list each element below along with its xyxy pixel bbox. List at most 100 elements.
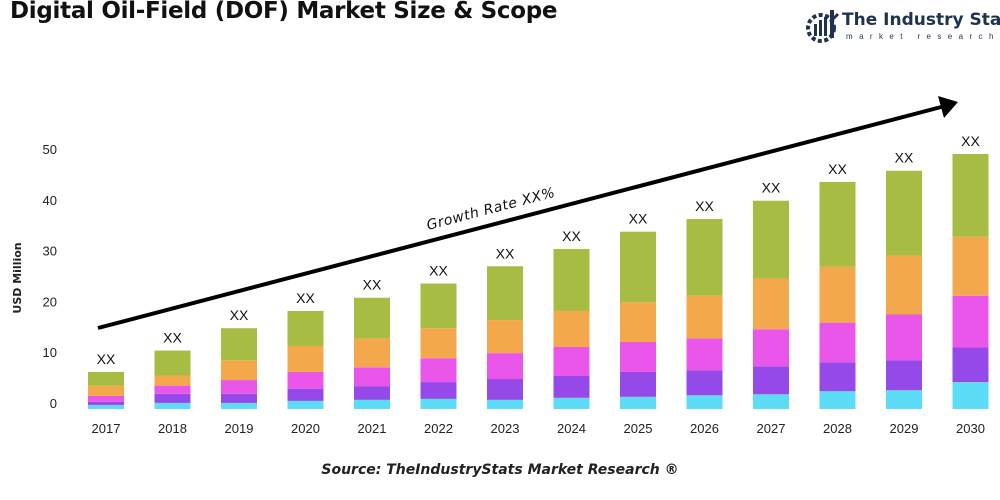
logo-name: The Industry Stats	[842, 10, 1000, 30]
bar-segment-2023-s5	[487, 266, 523, 321]
bar-value-label: XX	[163, 330, 182, 346]
bar-segment-2028-s4	[819, 266, 856, 323]
bar-value-label: XX	[895, 150, 914, 166]
bar-segment-2029-s1	[886, 390, 922, 409]
bar-segment-2030-s4	[952, 236, 989, 296]
x-tick-label: 2022	[424, 421, 453, 436]
bar-value-label: XX	[762, 180, 781, 196]
x-tick-label: 2027	[757, 421, 786, 436]
bar-segment-2018-s3	[154, 385, 191, 394]
bar-segment-2026-s3	[686, 338, 723, 371]
bar-segment-2024-s5	[553, 248, 590, 311]
y-tick-label: 10	[43, 345, 57, 360]
bar-segment-2029-s4	[886, 255, 922, 315]
bar-segment-2022-s4	[420, 328, 457, 359]
bar-segment-2030-s3	[952, 295, 989, 348]
bar-segment-2030-s2	[952, 347, 989, 383]
bar-segment-2017-s1	[88, 404, 124, 409]
logo: The Industry Stats market research	[806, 8, 1000, 48]
bar-segment-2029-s2	[886, 360, 922, 391]
growth-arrow-line	[97, 104, 946, 330]
x-tick-label: 2017	[92, 421, 121, 436]
x-tick-label: 2019	[225, 421, 254, 436]
bar-segment-2021-s4	[354, 338, 390, 368]
bar-value-label: XX	[363, 277, 382, 293]
bar-segment-2026-s2	[686, 370, 723, 396]
bar-segment-2029-s5	[886, 170, 922, 256]
bar-segment-2020-s3	[287, 371, 324, 389]
bar-segment-2027-s1	[753, 394, 789, 409]
x-tick-label: 2029	[890, 421, 919, 436]
bar-segment-2017-s2	[88, 401, 124, 405]
bar-segment-2023-s2	[487, 379, 523, 400]
bar-value-label: XX	[828, 161, 847, 177]
bar-segment-2028-s2	[819, 362, 856, 392]
bar-segment-2017-s5	[88, 371, 124, 386]
bar-segment-2021-s5	[354, 297, 390, 339]
y-tick-label: 30	[43, 244, 57, 259]
bar-segment-2026-s1	[686, 395, 723, 409]
bar-segment-2025-s3	[620, 341, 656, 372]
bar-segment-2018-s4	[154, 375, 191, 386]
x-tick-label: 2025	[624, 421, 653, 436]
bar-segment-2030-s5	[952, 153, 989, 237]
bar-value-label: XX	[961, 133, 980, 149]
bar-segment-2024-s3	[553, 347, 590, 376]
bar-segment-2019-s3	[221, 380, 257, 394]
page-title: Digital Oil-Field (DOF) Market Size & Sc…	[10, 0, 558, 24]
bar-segment-2024-s1	[553, 397, 590, 409]
x-tick-label: 2021	[358, 421, 387, 436]
bar-segment-2027-s5	[753, 200, 789, 279]
source-note: Source: TheIndustryStats Market Research…	[321, 462, 679, 478]
bar-segment-2017-s3	[88, 395, 124, 402]
bar-segment-2018-s1	[154, 402, 191, 409]
bar-value-label: XX	[496, 245, 515, 261]
bar-segment-2030-s1	[952, 382, 989, 409]
bar-segment-2019-s4	[221, 360, 257, 381]
bar-segment-2023-s3	[487, 353, 523, 380]
bar-segment-2028-s3	[819, 322, 856, 363]
bar-segment-2022-s2	[420, 382, 457, 399]
bar-segment-2020-s1	[287, 400, 324, 409]
bar-segment-2019-s1	[221, 402, 257, 409]
bar-segment-2027-s3	[753, 329, 789, 367]
x-tick-label: 2028	[823, 421, 852, 436]
bar-segment-2023-s1	[487, 399, 523, 409]
bar-segment-2025-s5	[620, 231, 656, 303]
bar-value-label: XX	[429, 263, 448, 279]
bar-segment-2017-s4	[88, 385, 124, 396]
x-tick-label: 2023	[491, 421, 520, 436]
bar-segment-2019-s2	[221, 393, 257, 403]
bar-value-label: XX	[230, 307, 249, 323]
bar-value-label: XX	[97, 351, 116, 367]
bar-segment-2024-s4	[553, 310, 590, 348]
bar-segment-2028-s5	[819, 181, 856, 267]
bar-segment-2023-s4	[487, 320, 523, 354]
bar-segment-2021-s2	[354, 386, 390, 400]
x-tick-label: 2030	[956, 421, 985, 436]
bar-segment-2029-s3	[886, 314, 922, 361]
growth-arrow-head	[938, 96, 958, 118]
bar-segment-2020-s4	[287, 346, 324, 372]
y-tick-label: 20	[43, 294, 57, 309]
bar-segment-2018-s2	[154, 393, 191, 403]
x-tick-label: 2026	[690, 421, 719, 436]
bar-segment-2022-s3	[420, 358, 457, 383]
y-tick-label: 40	[43, 193, 57, 208]
gear-chart-icon	[806, 10, 839, 43]
bar-segment-2019-s5	[221, 328, 257, 361]
bar-segment-2020-s5	[287, 310, 324, 347]
y-axis-label: USD Million	[11, 242, 24, 313]
bar-segment-2026-s5	[686, 219, 723, 296]
bar-segment-2027-s2	[753, 366, 789, 395]
bar-segment-2018-s5	[154, 350, 191, 376]
bar-segment-2025-s1	[620, 396, 656, 409]
bar-segment-2020-s2	[287, 388, 324, 401]
x-tick-label: 2024	[557, 421, 586, 436]
bar-segment-2022-s1	[420, 398, 457, 409]
bar-segment-2027-s4	[753, 278, 789, 330]
bar-segment-2021-s1	[354, 399, 390, 409]
logo-tagline: market research	[846, 32, 1000, 41]
